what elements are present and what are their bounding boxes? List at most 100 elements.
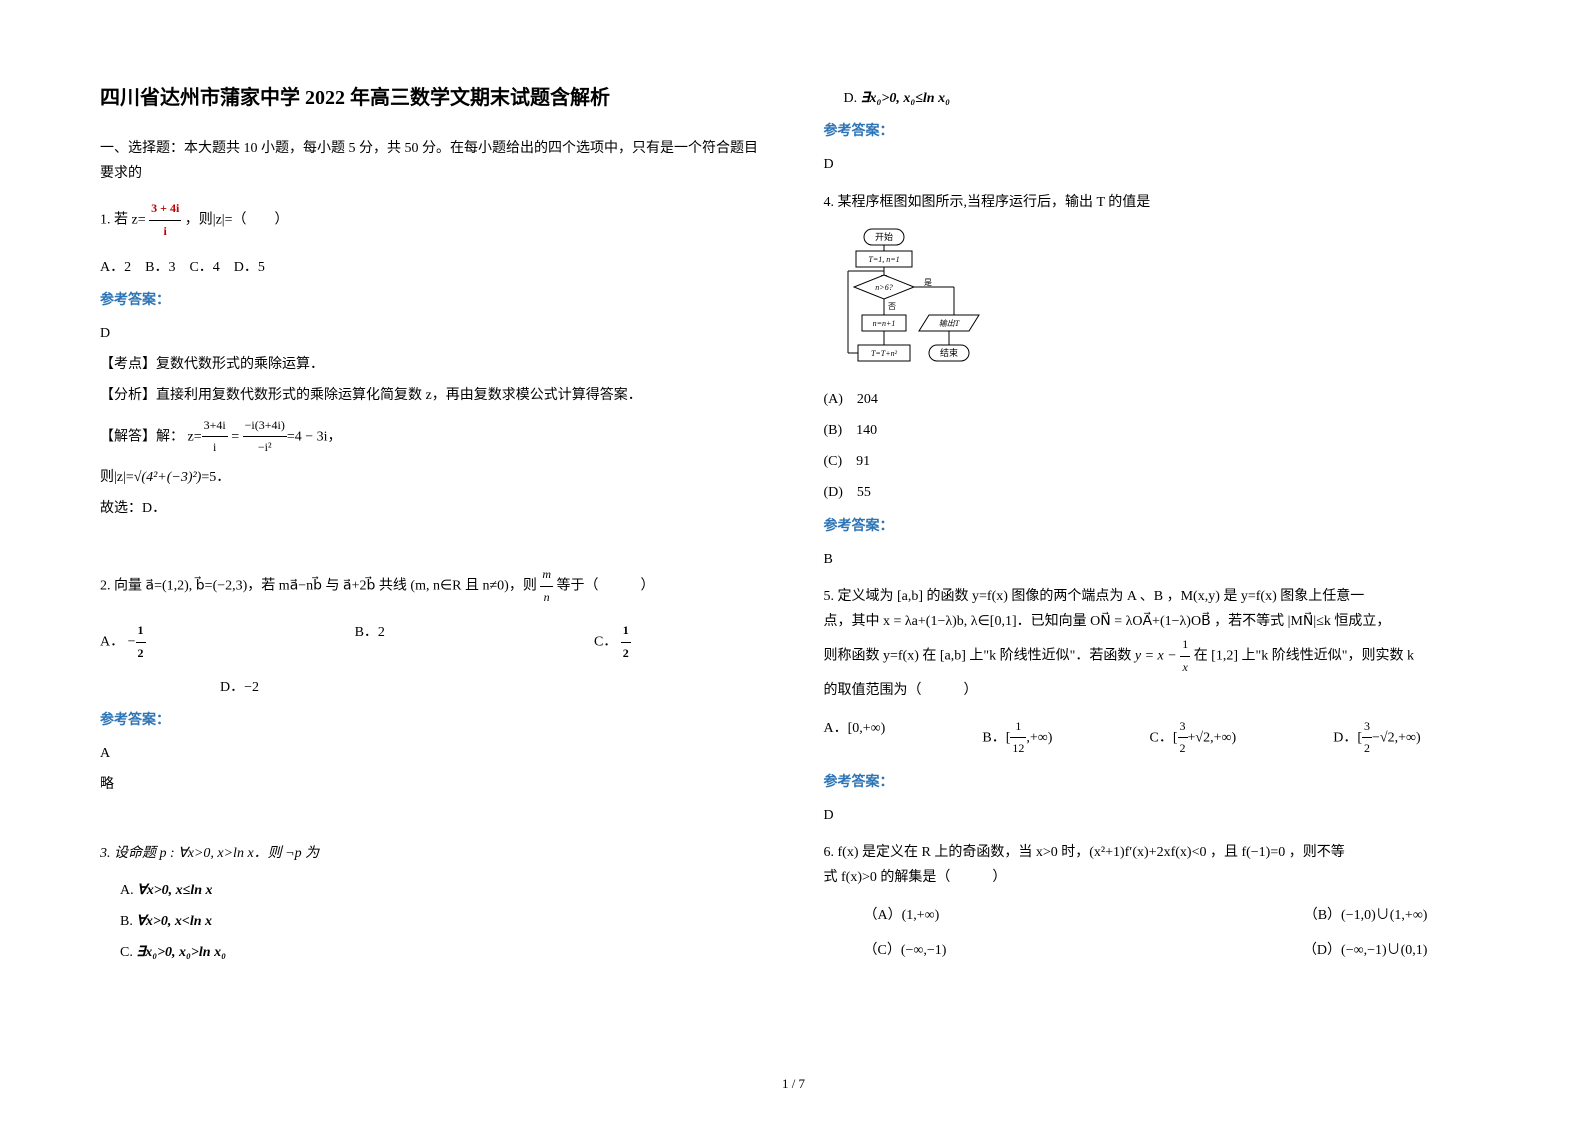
- q2-note: 略: [100, 772, 764, 797]
- q4-optA: (A) 204: [824, 387, 1488, 412]
- q5-line2: 点，其中 x = λa+(1−λ)b, λ∈[0,1]．已知向量 ON⃗ = λ…: [824, 609, 1488, 634]
- q3-optC: ∃x₀>0, x₀>ln x₀: [136, 945, 226, 960]
- flow-init: T=1, n=1: [868, 255, 899, 264]
- q3-optB-line: B. ∀x>0, x<ln x: [120, 909, 764, 934]
- flow-no: 否: [888, 302, 896, 311]
- q2-stem-b: 等于（ ）: [557, 579, 655, 594]
- q5-line3: 则称函数 y=f(x) 在 [a,b] 上"k 阶线性近似"．若函数 y = x…: [824, 634, 1488, 678]
- q3-answer: D: [824, 152, 1488, 177]
- q2-frac: m n: [540, 564, 553, 608]
- q3-stem: 3. 设命题 p : ∀x>0, x>ln x．则 ¬p 为: [100, 846, 319, 861]
- q5-line3b: 在 [1,2] 上"k 阶线性近似"，则实数 k: [1194, 649, 1414, 664]
- q5-optB-frac: 112: [1010, 716, 1026, 760]
- q3-answer-label: 参考答案：: [824, 119, 1488, 144]
- q3-optD: ∃x₀>0, x₀≤ln x₀: [861, 91, 950, 106]
- q1-jieda-1a: z=: [188, 429, 202, 444]
- q1-stem-prefix: 1. 若 z=: [100, 213, 146, 228]
- q5-optB-num: 1: [1010, 716, 1026, 739]
- q1-fenxi: 【分析】直接利用复数代数形式的乘除运算化简复数 z，再由复数求模公式计算得答案．: [100, 383, 764, 408]
- q5-optC-mid: +√2,+∞): [1188, 730, 1237, 745]
- q1-options: A．2 B．3 C．4 D．5: [100, 255, 764, 280]
- q5-optB: B．[112,+∞): [982, 716, 1052, 760]
- q2-optA-label: A．: [100, 635, 124, 650]
- q5-line3-lhs: y = x −: [1135, 649, 1177, 664]
- q2-frac-num: m: [540, 564, 553, 587]
- q1-jieda-f2-num: −i(3+4i): [243, 415, 287, 438]
- q5-line1: 5. 定义域为 [a,b] 的函数 y=f(x) 图像的两个端点为 A 、B ，…: [824, 584, 1488, 609]
- q4-answer-label: 参考答案：: [824, 514, 1488, 539]
- question-3: 3. 设命题 p : ∀x>0, x>ln x．则 ¬p 为: [100, 841, 764, 866]
- q5-answer: D: [824, 803, 1488, 828]
- q4-optD: (D) 55: [824, 480, 1488, 505]
- q2-optC-den: 2: [621, 643, 631, 665]
- q5-line4: 的取值范围为（ ）: [824, 678, 1488, 703]
- question-5: 5. 定义域为 [a,b] 的函数 y=f(x) 图像的两个端点为 A 、B ，…: [824, 584, 1488, 704]
- q5-line3-num: 1: [1180, 634, 1190, 657]
- q3-optA: ∀x>0, x≤ln x: [137, 883, 212, 898]
- flow-yes: 是: [924, 278, 932, 287]
- q3-labelD: D.: [844, 91, 858, 106]
- q1-stem-suffix: ，则|z|=（ ）: [185, 213, 289, 228]
- q5-line3-frac: 1 x: [1180, 634, 1190, 678]
- q6-optA: （A）(1,+∞): [864, 903, 940, 928]
- q2-optC: C． 1 2: [594, 620, 631, 664]
- q5-optC: C．[32+√2,+∞): [1150, 716, 1237, 760]
- q5-optD-den: 2: [1362, 738, 1372, 760]
- q3-labelB: B.: [120, 914, 133, 929]
- q1-frac-num: 3 + 4i: [149, 198, 181, 221]
- q5-optC-frac: 32: [1178, 716, 1188, 760]
- flow-out: 输出T: [938, 319, 959, 328]
- q1-jieda-eq: =: [228, 429, 243, 444]
- q3-optC-line: C. ∃x₀>0, x₀>ln x₀: [120, 940, 764, 965]
- q3-optA-line: A. ∀x>0, x≤ln x: [120, 878, 764, 903]
- q6-line1: 6. f(x) 是定义在 R 上的奇函数，当 x>0 时，(x²+1)f′(x)…: [824, 840, 1488, 865]
- document-title: 四川省达州市蒲家中学 2022 年高三数学文期末试题含解析: [100, 80, 764, 116]
- q5-optB-label: B．: [982, 730, 1005, 745]
- q1-answer-label: 参考答案：: [100, 288, 764, 313]
- question-1: 1. 若 z= 3 + 4i i ，则|z|=（ ）: [100, 198, 764, 242]
- q5-optD-frac: 32: [1362, 716, 1372, 760]
- q5-optC-den: 2: [1178, 738, 1188, 760]
- q5-optC-num: 3: [1178, 716, 1188, 739]
- q2-optA-den: 2: [136, 643, 146, 665]
- q2-optA-num: 1: [136, 620, 146, 643]
- q2-answer: A: [100, 741, 764, 766]
- q1-jieda-label: 【解答】解：: [100, 429, 184, 444]
- question-4: 4. 某程序框图如图所示,当程序运行后，输出 T 的值是: [824, 190, 1488, 215]
- flow-start: 开始: [874, 231, 892, 242]
- q6-optD: （D）(−∞,−1)∪(0,1): [1303, 938, 1428, 963]
- q1-jieda-2a: 则|z|=: [100, 470, 134, 485]
- q1-answer: D: [100, 321, 764, 346]
- q2-optA-frac: 1 2: [136, 620, 146, 664]
- q1-guxuan: 故选：D．: [100, 496, 764, 521]
- q5-optA: A．[0,+∞): [824, 716, 886, 760]
- q5-options: A．[0,+∞) B．[112,+∞) C．[32+√2,+∞) D．[32−√…: [824, 716, 1421, 760]
- q5-optD-num: 3: [1362, 716, 1372, 739]
- q5-answer-label: 参考答案：: [824, 770, 1488, 795]
- q5-optB-suffix: ,+∞): [1026, 730, 1052, 745]
- q2-optA: A． − 1 2: [100, 620, 146, 664]
- q1-jieda-f2-den: −i²: [243, 437, 287, 459]
- q5-optB-den: 12: [1010, 738, 1026, 760]
- q1-jieda-1b: =4 − 3i: [287, 429, 328, 444]
- flow-step: n=n+1: [872, 319, 895, 328]
- q2-optC-frac: 1 2: [621, 620, 631, 664]
- flow-acc: T=T+n²: [870, 349, 897, 358]
- q2-stem-a: 2. 向量 a⃗=(1,2), b⃗=(−2,3)，若 ma⃗−nb⃗ 与 a⃗…: [100, 579, 540, 594]
- q6-optC: （C）(−∞,−1): [864, 938, 947, 963]
- q2-optD: D．−2: [220, 675, 764, 700]
- q2-optC-num: 1: [621, 620, 631, 643]
- q5-line3a: 则称函数 y=f(x) 在 [a,b] 上"k 阶线性近似"．若函数: [824, 649, 1135, 664]
- q1-sqrt: √(4²+(−3)²): [134, 470, 202, 485]
- q1-jieda: 【解答】解： z= 3+4i i = −i(3+4i) −i² =4 − 3i，: [100, 415, 764, 459]
- q4-optC: (C) 91: [824, 449, 1488, 474]
- question-6: 6. f(x) 是定义在 R 上的奇函数，当 x>0 时，(x²+1)f′(x)…: [824, 840, 1488, 890]
- q3-labelC: C.: [120, 945, 133, 960]
- q2-answer-label: 参考答案：: [100, 708, 764, 733]
- q1-jieda-f1-num: 3+4i: [202, 415, 228, 438]
- q5-optD-label: D．: [1333, 730, 1357, 745]
- q2-optB: B．2: [355, 620, 385, 664]
- q1-frac-den: i: [149, 221, 181, 243]
- q5-optD: D．[32−√2,+∞): [1333, 716, 1420, 760]
- q1-jieda-frac2: −i(3+4i) −i²: [243, 415, 287, 459]
